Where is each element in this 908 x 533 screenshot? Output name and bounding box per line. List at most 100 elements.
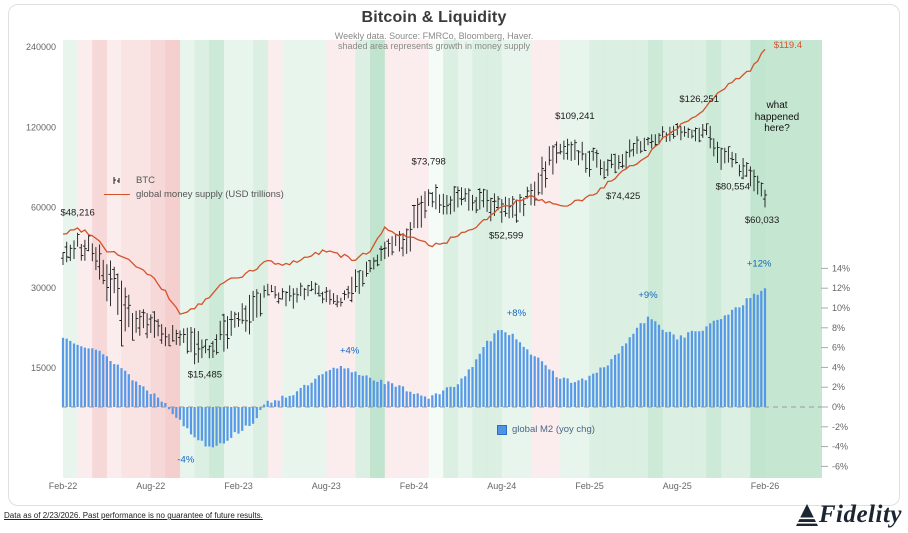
x-axis-label: Feb-26 (751, 481, 780, 491)
shade-stripe (150, 40, 166, 478)
shade-stripe (253, 40, 268, 478)
right-axis-label: 8% (832, 323, 845, 333)
x-axis-label: Feb-23 (224, 481, 253, 491)
price-annotation: $126,251 (679, 94, 719, 105)
right-axis-label: -2% (832, 422, 848, 432)
right-axis-label: 0% (832, 402, 845, 412)
chart-panel (8, 4, 900, 506)
x-axis-label: Aug-22 (136, 481, 165, 491)
shade-stripe (238, 40, 254, 478)
price-annotation: $73,798 (411, 156, 445, 167)
legend-top: BTC global money supply (USD trillions) (104, 173, 284, 201)
chart-subtitle-line1: Weekly data. Source: FMRCo, Bloomberg, H… (334, 31, 534, 41)
fidelity-logo: Fidelity (795, 501, 902, 529)
right-axis-label: 10% (832, 303, 850, 313)
shade-stripe (706, 40, 722, 478)
shade-stripe (633, 40, 649, 478)
shade-stripe (106, 40, 122, 478)
left-axis-label: 120000 (26, 122, 56, 132)
pct-annotation: +8% (507, 308, 527, 319)
pct-annotation: -4% (177, 454, 194, 465)
left-axis-label: 240000 (26, 42, 56, 52)
shade-stripe (677, 40, 692, 478)
right-axis-label: 6% (832, 343, 845, 353)
fidelity-wordmark: Fidelity (818, 501, 902, 528)
shade-stripe (443, 40, 458, 478)
price-annotation: $52,599 (489, 230, 523, 241)
x-axis-label: Aug-23 (312, 481, 341, 491)
shade-stripe (136, 40, 151, 478)
shade-stripe (487, 40, 502, 478)
shade-stripe (472, 40, 488, 478)
right-axis-label: 12% (832, 283, 850, 293)
shade-stripe (165, 40, 181, 478)
footnote: Data as of 2/23/2026. Past performance i… (4, 511, 263, 520)
shade-stripe (340, 40, 356, 478)
shade-stripe (604, 40, 619, 478)
shade-stripe (648, 40, 663, 478)
btc-series (60, 123, 768, 365)
price-annotation: $48,216 (60, 207, 94, 218)
shade-stripe (209, 40, 224, 478)
m2-bars (61, 288, 767, 448)
shade-stripe (560, 40, 575, 478)
left-axis-label: 30000 (31, 283, 56, 293)
shade-stripe (355, 40, 371, 478)
left-axis-label: 15000 (31, 363, 56, 373)
x-axis-label: Aug-25 (663, 481, 692, 491)
shade-stripe (662, 40, 678, 478)
m2-legend-swatch (497, 424, 507, 435)
price-annotation: $74,425 (606, 191, 640, 202)
price-annotation: $60,033 (745, 215, 779, 226)
money-supply-legend-marker (104, 193, 130, 195)
shade-stripe (765, 40, 822, 478)
shade-stripe (501, 40, 517, 478)
x-axis-label: Feb-24 (400, 481, 429, 491)
price-annotation: $119.4 (774, 40, 802, 51)
right-axis-label: 14% (832, 263, 850, 273)
pct-annotation: +12% (747, 258, 772, 269)
right-axis-label: -6% (832, 461, 848, 471)
shade-stripe (531, 40, 546, 478)
shade-stripe (282, 40, 298, 478)
shade-stripe (384, 40, 400, 478)
x-axis-label: Aug-24 (487, 481, 516, 491)
right-axis-label: 2% (832, 382, 845, 392)
x-axis-label: Feb-25 (575, 481, 604, 491)
annotation-what-happened: what happened here? (754, 100, 800, 134)
right-axis-label: 4% (832, 362, 845, 372)
btc-legend-label: BTC (136, 174, 155, 186)
price-annotation: $109,241 (555, 111, 595, 122)
shade-stripe (428, 40, 444, 478)
right-axis-label: -4% (832, 442, 848, 452)
shade-stripe (457, 40, 473, 478)
price-annotation: $80,554 (716, 182, 750, 193)
fidelity-pyramid-icon (795, 504, 818, 526)
shade-stripe (589, 40, 605, 478)
shade-stripe (721, 40, 736, 478)
shade-stripe (194, 40, 210, 478)
pct-annotation: +9% (638, 290, 658, 301)
shade-stripe (399, 40, 415, 478)
shade-stripe (267, 40, 283, 478)
shade-stripe (297, 40, 312, 478)
shade-stripe (311, 40, 327, 478)
shade-stripe (574, 40, 590, 478)
chart-subtitle-line2: shaded area represents growth in money s… (337, 41, 531, 51)
legend-item-btc: BTC (104, 173, 284, 187)
shade-stripe (223, 40, 239, 478)
shade-stripe (691, 40, 707, 478)
left-axis-label: 60000 (31, 203, 56, 213)
shade-stripe (414, 40, 429, 478)
shade-stripe (516, 40, 532, 478)
btc-legend-marker (113, 177, 120, 184)
legend-item-money-supply: global money supply (USD trillions) (104, 187, 284, 201)
x-axis-label: Feb-22 (49, 481, 78, 491)
price-annotation: $15,485 (188, 370, 222, 381)
money-supply-line (62, 48, 766, 315)
legend-item-m2: global M2 (yoy chg) (497, 424, 595, 435)
money-supply-legend-label: global money supply (USD trillions) (136, 188, 284, 200)
m2-legend-label: global M2 (yoy chg) (512, 424, 595, 435)
